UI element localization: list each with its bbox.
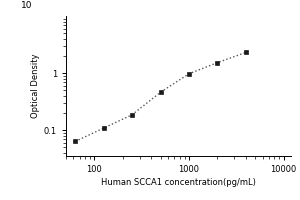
X-axis label: Human SCCA1 concentration(pg/mL): Human SCCA1 concentration(pg/mL) — [101, 178, 256, 187]
Y-axis label: Optical Density: Optical Density — [31, 54, 40, 118]
Text: 10: 10 — [21, 1, 33, 10]
